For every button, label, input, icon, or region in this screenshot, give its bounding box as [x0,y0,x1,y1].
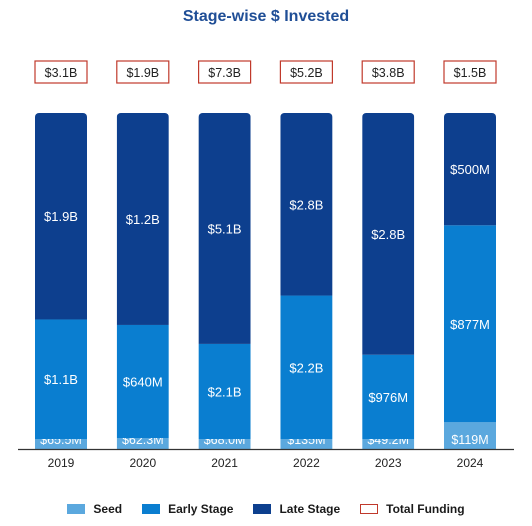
bar-late-stage-2022 [280,113,333,296]
data-label-late-stage-2019: $1.9B [44,209,78,224]
data-label-late-stage-2022: $2.8B [289,197,323,212]
bar-early-stage-2019 [35,319,87,439]
data-label-early-stage-2020: $640M [123,374,163,389]
data-label-early-stage-2021: $2.1B [208,384,242,399]
bar-early-stage-2020 [116,324,169,438]
legend-label-seed: Seed [93,502,123,516]
bar-seed-2024 [444,422,496,449]
x-tick-label-2019: 2019 [48,456,75,470]
total-label-2020: $1.9B [126,66,159,80]
total-label-2024: $1.5B [454,66,487,80]
legend-label-total-funding: Total Funding [386,502,465,516]
chart-legend: Seed Early Stage Late Stage Total Fundin… [0,502,532,516]
data-label-early-stage-2022: $2.2B [289,360,323,375]
bar-late-stage-2021 [198,113,251,344]
bar-late-stage-2023 [362,113,415,355]
total-box-2020 [116,60,170,84]
x-tick-label-2021: 2021 [211,456,238,470]
legend-item-early-stage: Early Stage [142,502,233,516]
total-label-2022: $5.2B [290,66,323,80]
x-tick-label-2023: 2023 [375,456,402,470]
bar-late-stage-2024 [444,113,496,226]
x-tick-label-2022: 2022 [293,456,320,470]
legend-label-early-stage: Early Stage [168,502,234,516]
legend-swatch-total-funding [360,504,379,514]
bar-early-stage-2024 [444,225,496,423]
total-label-2023: $3.8B [372,66,405,80]
data-label-early-stage-2024: $877M [450,317,490,332]
data-label-early-stage-2023: $976M [368,390,408,405]
legend-item-total-funding: Total Funding [360,502,465,516]
data-label-seed-2024: $119M [451,433,488,447]
bar-early-stage-2023 [362,354,415,439]
legend-swatch-seed [67,504,86,514]
bar-seed-2021 [198,439,251,449]
bar-early-stage-2022 [280,295,333,439]
bar-seed-2020 [116,437,169,449]
data-label-late-stage-2021: $5.1B [208,221,242,236]
bar-seed-2023 [362,439,415,449]
legend-label-late-stage: Late Stage [279,502,341,516]
legend-item-seed: Seed [67,502,122,516]
data-label-late-stage-2020: $1.2B [126,212,160,227]
x-tick-label-2024: 2024 [457,456,484,470]
chart-title: Stage-wise $ Invested [182,8,350,25]
data-label-late-stage-2023: $2.8B [371,227,405,242]
total-label-2021: $7.3B [208,66,241,80]
legend-item-late-stage: Late Stage [253,502,340,516]
data-label-late-stage-2024: $500M [450,162,490,177]
legend-swatch-early-stage [142,504,161,514]
total-box-2022 [279,60,333,84]
total-box-2024 [443,60,497,84]
total-box-2019 [34,60,88,84]
data-label-early-stage-2019: $1.1B [44,372,78,387]
bar-seed-2019 [35,439,87,449]
bar-early-stage-2021 [198,343,251,439]
total-box-2023 [361,60,415,84]
x-tick-label-2020: 2020 [129,456,156,470]
total-label-2019: $3.1B [45,66,78,80]
legend-swatch-late-stage [253,504,272,514]
total-box-2021 [198,60,252,84]
bar-late-stage-2020 [116,113,169,325]
bar-seed-2022 [280,439,333,449]
bar-late-stage-2019 [35,113,87,320]
